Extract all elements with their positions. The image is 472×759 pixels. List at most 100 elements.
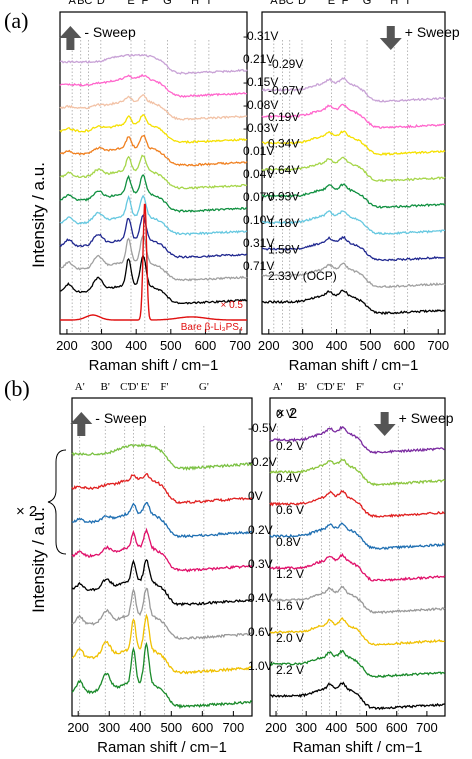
peak-label-A: A <box>68 0 76 7</box>
reference-label: Bare β-Li₃PS₄ <box>181 322 243 333</box>
x-tick-label-500: 500 <box>356 720 378 735</box>
x-tick-label-200: 200 <box>265 720 287 735</box>
peak-label-D': D' <box>325 381 335 393</box>
chart-panel-a-right: A B C D E F G H I 200 300 400 500 600 700 Raman shift /… <box>258 0 460 374</box>
spectrum-line-1.6V <box>269 617 445 646</box>
x-tick-label-700: 700 <box>416 720 438 735</box>
multiplier-label: × 2 <box>276 405 297 422</box>
peak-label-I: I <box>406 0 409 7</box>
series-label: 0.6V <box>248 625 273 639</box>
series-label: 1.2 V <box>276 567 304 581</box>
x-tick-label-300: 300 <box>295 720 317 735</box>
series-label: -0.5V <box>248 421 277 435</box>
spectrum-line-0.4V <box>269 489 445 519</box>
spectrum-line-0.34V <box>261 156 446 183</box>
spectrum-line-0.4V <box>71 587 252 640</box>
series-label: -0.08V <box>243 98 278 112</box>
spectrum-line-1.58V <box>261 262 446 289</box>
spectrum-line-0.10V <box>59 214 248 259</box>
peak-label-C': C' <box>317 381 326 393</box>
peak-label-G: G <box>163 0 172 7</box>
peak-label-E: E <box>328 0 335 7</box>
peak-label-D: D <box>298 0 306 7</box>
series-label: 1.18V <box>268 216 299 230</box>
x-tick-label-400: 400 <box>326 338 348 353</box>
x-tick-label-300: 300 <box>91 338 113 353</box>
sweep-label: + Sweep <box>405 24 460 40</box>
peak-label-G': G' <box>393 381 403 393</box>
x-tick-label-500: 500 <box>360 338 382 353</box>
ylabel-a: Intensity / a.u. <box>29 162 48 268</box>
peak-label-G: G <box>363 0 372 7</box>
peak-label-F': F' <box>356 381 364 393</box>
peak-label-C: C <box>286 0 294 7</box>
series-label: 1.58V <box>268 243 299 257</box>
reference-scale-label: × 0.5 <box>220 300 243 311</box>
arrow-down-icon <box>379 26 402 50</box>
spectrum-line-0.2V <box>269 458 446 487</box>
x-tick-label-400: 400 <box>129 720 151 735</box>
x-axis-label: Raman shift / cm−1 <box>293 739 423 756</box>
x-tick-label-700: 700 <box>229 338 251 353</box>
peak-label-G': G' <box>199 381 209 393</box>
spectrum-line-1.2V <box>269 585 446 615</box>
spectrum-line-0V <box>71 501 253 539</box>
series-label: -0.29V <box>268 57 303 71</box>
series-label: 0.31V <box>243 236 274 250</box>
peak-label-C: C <box>84 0 92 7</box>
x-tick-label-600: 600 <box>393 338 415 353</box>
x-tick-label-200: 200 <box>56 338 78 353</box>
peak-label-D': D' <box>128 381 138 393</box>
plot-frame <box>71 397 253 717</box>
spectrum-line-2.2V <box>269 681 445 711</box>
spectrum-line-1.0V <box>71 641 253 710</box>
chart-panel-b-left: A' B' C' D' E' F' G' 200 300 400 500 600 700 Raman sh… <box>16 381 277 756</box>
x-tick-label-700: 700 <box>427 338 449 353</box>
arrow-down-icon <box>373 412 396 436</box>
spectrum-line-0.01V <box>59 154 248 190</box>
panel-b-label: (b) <box>4 376 30 401</box>
peak-label-A: A <box>270 0 278 7</box>
spectrum-line-2.33VOCP <box>261 289 446 316</box>
spectrum-line-2.0V <box>269 649 445 679</box>
series-label: 0.19V <box>268 110 299 124</box>
spectrum-line-0.71V <box>59 254 248 305</box>
series-label: 0.8V <box>276 535 301 549</box>
x-tick-label-200: 200 <box>67 720 89 735</box>
spectrum-line-0.3V <box>71 558 253 607</box>
reference-spectrum-line <box>60 203 247 321</box>
series-label: 0 V <box>276 407 294 421</box>
spectrum-line-0.6V <box>269 522 445 551</box>
multiplier-label: × 2 <box>16 503 37 520</box>
series-label: 0.21V <box>243 52 274 66</box>
x-tick-label-300: 300 <box>292 338 314 353</box>
spectrum-line-0.31V <box>59 234 248 282</box>
x-tick-label-600: 600 <box>386 720 408 735</box>
plot-frame <box>261 11 446 335</box>
x-axis-label: Raman shift / cm−1 <box>89 357 219 374</box>
ylabel-b: Intensity / a.u. <box>29 507 48 613</box>
peak-label-B: B <box>77 0 84 7</box>
panel-a-label: (a) <box>4 8 28 33</box>
series-label: 0.93V <box>268 190 299 204</box>
peak-label-B: B <box>279 0 286 7</box>
peak-label-F: F <box>342 0 349 7</box>
sweep-label: - Sweep <box>95 410 147 426</box>
chart-panel-b-right: A' B' C'D' E' F' G' 200 300 400 500 600 700 Raman sh… <box>265 381 454 756</box>
spectrum-line-0.08V <box>59 113 248 144</box>
spectrum-line-0.07V <box>261 103 446 130</box>
peak-label-A': A' <box>75 381 85 393</box>
peak-label-H: H <box>191 0 199 7</box>
spectrum-line-0.29V <box>262 76 446 103</box>
series-label: 2.2 V <box>276 663 304 677</box>
peak-label-B': B' <box>101 381 110 393</box>
series-label: -0.31V <box>243 29 278 43</box>
series-label: -0.2V <box>248 455 277 469</box>
spectrum-line-0.04V <box>59 174 248 213</box>
series-label: 0V <box>248 489 263 503</box>
spectrum-line-0.21V <box>59 73 248 98</box>
peak-label-F: F <box>141 0 148 7</box>
spectrum-line-0.2V <box>71 527 253 573</box>
